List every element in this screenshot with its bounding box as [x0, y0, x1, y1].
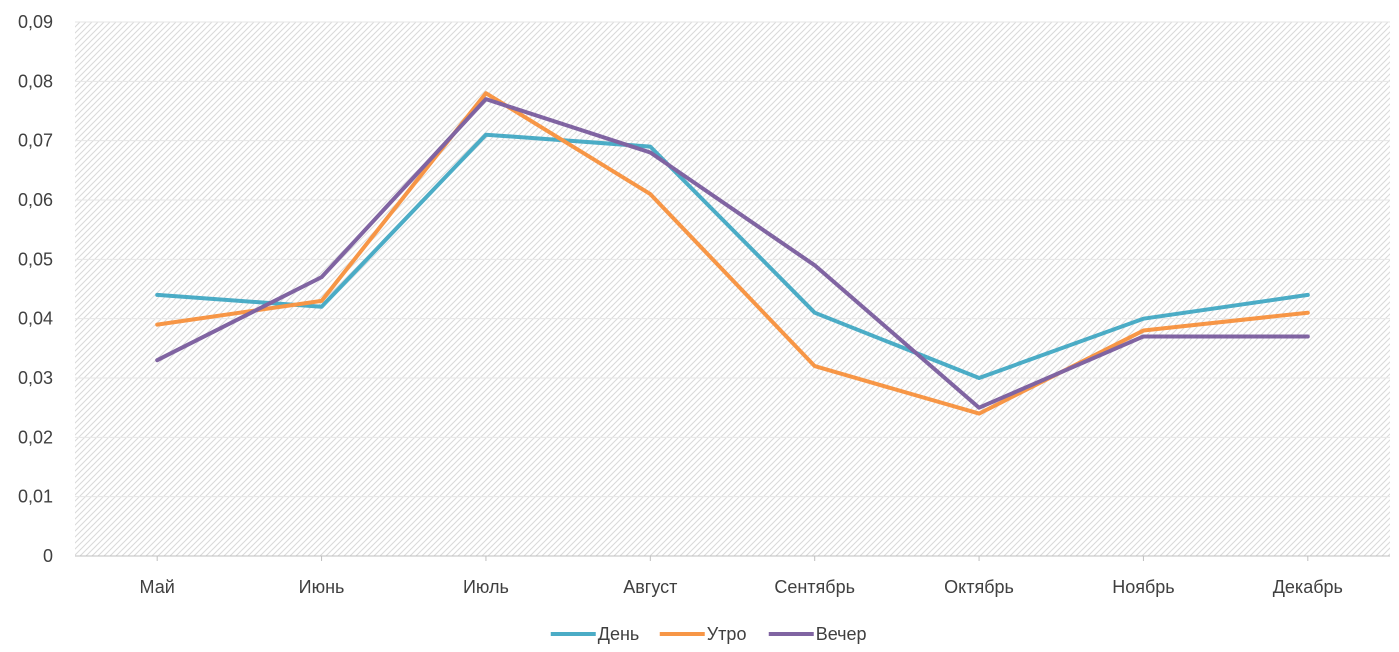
data-point — [1306, 293, 1310, 297]
data-point — [320, 275, 324, 279]
data-point — [977, 412, 981, 416]
y-tick-label: 0,08 — [18, 71, 53, 91]
legend-label: День — [598, 624, 640, 644]
x-tick-label: Ноябрь — [1112, 577, 1174, 597]
plot-area — [75, 22, 1390, 556]
y-tick-label: 0,05 — [18, 249, 53, 269]
y-tick-label: 0,09 — [18, 12, 53, 32]
y-tick-label: 0,04 — [18, 309, 53, 329]
x-tick-label: Май — [140, 577, 175, 597]
legend-label: Утро — [707, 624, 747, 644]
data-point — [813, 263, 817, 267]
legend: День Утро Вечер — [550, 624, 867, 644]
x-tick-label: Июнь — [299, 577, 345, 597]
data-point — [320, 305, 324, 309]
data-point — [155, 358, 159, 362]
axes: 0 0,01 0,02 0,03 0,04 0,05 0,06 0,07 0,08 0,09 Май… — [18, 12, 1343, 597]
x-tick-label: Октябрь — [944, 577, 1014, 597]
series-line-3 — [155, 97, 1310, 410]
data-point — [155, 323, 159, 327]
data-point — [1306, 334, 1310, 338]
data-point — [1306, 311, 1310, 315]
data-point — [813, 364, 817, 368]
data-point — [813, 311, 817, 315]
data-point — [1141, 334, 1145, 338]
y-tick-label: 0,02 — [18, 427, 53, 447]
y-tick-label: 0,06 — [18, 190, 53, 210]
series-lines — [155, 91, 1310, 416]
data-point — [484, 91, 488, 95]
data-point — [1141, 317, 1145, 321]
data-point — [484, 133, 488, 137]
x-tick-label: Июль — [463, 577, 509, 597]
data-point — [1141, 329, 1145, 333]
y-tick-label: 0,03 — [18, 368, 53, 388]
legend-label: Вечер — [816, 624, 867, 644]
y-tick-label: 0,01 — [18, 487, 53, 507]
data-point — [155, 293, 159, 297]
x-tick-label: Август — [623, 577, 677, 597]
y-tick-label: 0,07 — [18, 131, 53, 151]
data-point — [320, 299, 324, 303]
x-tick-label: Декабрь — [1273, 577, 1343, 597]
data-point — [484, 97, 488, 101]
data-point — [648, 192, 652, 196]
data-point — [648, 151, 652, 155]
x-tick-label: Сентябрь — [774, 577, 855, 597]
data-point — [977, 406, 981, 410]
gridlines — [75, 21, 1390, 557]
y-tick-label: 0 — [43, 546, 53, 566]
series-line-2 — [155, 91, 1310, 416]
series-line-1 — [155, 132, 1310, 380]
data-point — [648, 145, 652, 149]
data-point — [977, 376, 981, 380]
